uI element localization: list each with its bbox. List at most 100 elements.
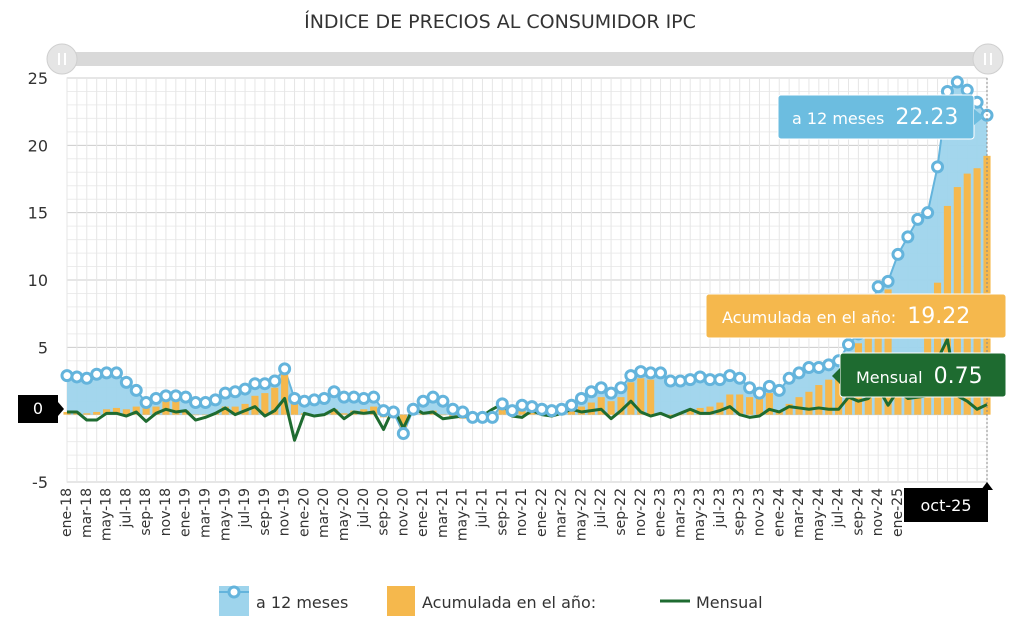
a12-marker[interactable] (436, 394, 450, 408)
bar-acumulada[interactable] (271, 387, 279, 415)
a12-marker[interactable] (60, 369, 74, 383)
scrollbar-handle-right-icon[interactable] (972, 43, 1004, 75)
bar-acumulada[interactable] (933, 282, 942, 415)
bar-acumulada[interactable] (330, 409, 338, 415)
bar-acumulada[interactable] (765, 393, 773, 415)
a12-marker[interactable] (218, 386, 232, 400)
a12-marker[interactable] (317, 392, 331, 406)
bar-acumulada[interactable] (290, 398, 299, 415)
a12-marker[interactable] (733, 371, 747, 385)
a12-marker[interactable] (881, 274, 895, 288)
a12-marker[interactable] (535, 402, 549, 416)
a12-marker[interactable] (950, 75, 964, 89)
bar-acumulada[interactable] (894, 390, 902, 415)
a12-marker[interactable] (179, 390, 193, 404)
a12-marker[interactable] (208, 393, 222, 407)
a12-marker[interactable] (545, 404, 559, 418)
a12-marker[interactable] (307, 393, 321, 407)
a12-marker[interactable] (268, 374, 282, 388)
bar-acumulada[interactable] (825, 379, 833, 415)
a12-marker[interactable] (109, 366, 123, 380)
bar-acumulada[interactable] (666, 414, 675, 417)
a12-marker[interactable] (278, 362, 292, 376)
scrollbar-track[interactable] (62, 52, 988, 66)
a12-marker[interactable] (594, 381, 608, 395)
a12-marker[interactable] (901, 230, 915, 244)
bar-acumulada[interactable] (795, 397, 803, 415)
legend-item-mensual[interactable]: Mensual (660, 593, 763, 612)
scrollbar-handle-left-icon[interactable] (46, 43, 78, 75)
bar-acumulada[interactable] (172, 399, 180, 415)
bar-acumulada[interactable] (281, 372, 289, 415)
a12-marker[interactable] (367, 390, 381, 404)
a12-marker[interactable] (515, 398, 529, 412)
bar-acumulada[interactable] (617, 397, 625, 415)
bar-acumulada[interactable] (597, 397, 605, 415)
a12-marker[interactable] (327, 385, 341, 399)
a12-marker[interactable] (673, 374, 687, 388)
bar-acumulada[interactable] (726, 394, 734, 415)
a12-marker[interactable] (505, 404, 519, 418)
a12-marker[interactable] (456, 405, 470, 419)
a12-marker[interactable] (119, 375, 133, 389)
a12-marker[interactable] (406, 402, 420, 416)
series-a12-markers[interactable] (60, 75, 994, 441)
series-mensual-line[interactable] (67, 337, 988, 442)
a12-marker[interactable] (574, 392, 588, 406)
a12-marker[interactable] (495, 397, 509, 411)
a12-marker[interactable] (377, 404, 391, 418)
a12-marker[interactable] (485, 410, 499, 424)
bar-acumulada[interactable] (498, 406, 506, 415)
bar-acumulada[interactable] (587, 402, 595, 415)
a12-marker[interactable] (654, 366, 668, 380)
bar-acumulada[interactable] (231, 406, 239, 415)
a12-marker[interactable] (238, 382, 252, 396)
bar-acumulada[interactable] (805, 391, 813, 415)
bar-acumulada[interactable] (399, 414, 407, 427)
bar-acumulada[interactable] (973, 168, 981, 415)
legend-item-acumulada[interactable]: Acumulada en el año: (387, 586, 596, 616)
a12-marker[interactable] (565, 398, 579, 412)
a12-marker[interactable] (297, 394, 311, 408)
legend-item-a12[interactable]: a 12 meses (219, 585, 348, 616)
a12-marker[interactable] (891, 247, 905, 261)
bar-acumulada[interactable] (647, 379, 655, 415)
a12-marker[interactable] (169, 389, 183, 403)
bar-acumulada[interactable] (815, 385, 823, 415)
a12-marker[interactable] (90, 367, 104, 381)
a12-marker[interactable] (782, 371, 796, 385)
navigator-scrollbar[interactable] (46, 43, 1004, 75)
bar-acumulada[interactable] (518, 410, 526, 415)
bar-acumulada[interactable] (152, 406, 160, 415)
bar-acumulada[interactable] (706, 406, 714, 415)
bar-acumulada[interactable] (221, 406, 229, 415)
bar-acumulada[interactable] (192, 414, 200, 416)
bar-acumulada[interactable] (983, 155, 991, 415)
a12-marker[interactable] (743, 381, 757, 395)
bar-acumulada[interactable] (201, 414, 210, 416)
bar-acumulada[interactable] (439, 414, 447, 416)
a12-marker[interactable] (921, 206, 935, 220)
a12-marker[interactable] (842, 338, 856, 352)
bar-acumulada[interactable] (785, 403, 793, 415)
bar-acumulada[interactable] (83, 413, 91, 415)
a12-marker[interactable] (70, 370, 84, 384)
bar-acumulada[interactable] (112, 407, 121, 415)
bar-acumulada[interactable] (716, 402, 724, 415)
a12-marker[interactable] (911, 212, 925, 226)
a12-marker[interactable] (931, 160, 945, 174)
bar-acumulada[interactable] (607, 401, 615, 415)
bar-acumulada[interactable] (736, 394, 744, 415)
a12-marker[interactable] (129, 383, 143, 397)
bar-acumulada[interactable] (340, 413, 348, 415)
mensual-line[interactable] (67, 337, 988, 442)
bar-acumulada[interactable] (755, 398, 764, 415)
bar-acumulada[interactable] (686, 409, 694, 415)
bar-acumulada[interactable] (122, 409, 130, 415)
bar-acumulada[interactable] (261, 393, 269, 415)
a12-marker[interactable] (871, 280, 885, 294)
a12-marker[interactable] (792, 366, 806, 380)
a12-marker[interactable] (386, 405, 400, 419)
bar-acumulada[interactable] (627, 382, 635, 415)
